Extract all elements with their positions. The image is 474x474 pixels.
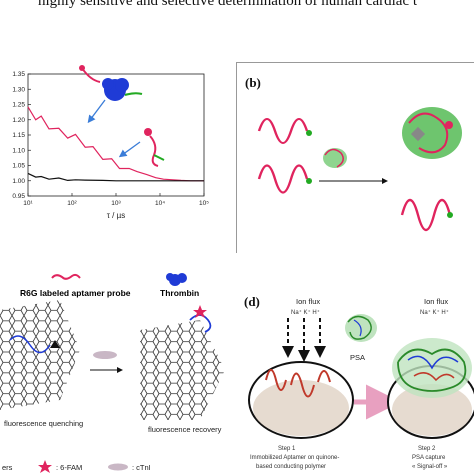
step1-line2: based conducting polymer	[256, 464, 326, 470]
panel-b: (b)	[236, 62, 474, 253]
y-tick-label: 0.95	[12, 193, 25, 200]
aptamer-wave-2	[257, 164, 309, 194]
aptamer-strand-d3	[317, 370, 331, 383]
panel-c: fluorescence quenching fluorescence reco…	[0, 300, 225, 473]
panel-d-label: (d)	[244, 294, 260, 309]
recovery-label: fluorescence recovery	[148, 425, 222, 434]
page-header-text: highly sensitive and selective determina…	[38, 0, 418, 9]
thrombin-icon-part	[166, 273, 174, 281]
electrode-2-surface	[392, 384, 472, 436]
ions-label-left: Na⁺ K⁺ H⁺	[291, 309, 320, 316]
ions-label-right: Na⁺ K⁺ H⁺	[420, 309, 449, 316]
ion-flux-label-left: Ion flux	[296, 297, 320, 306]
ctni-legend-icon	[108, 463, 128, 471]
aptamer-wave-3-end	[447, 212, 453, 218]
panel-d: (d) Ion flux Na⁺ K⁺ H⁺ PSA Ion flux Na⁺ …	[236, 290, 474, 474]
psa-label: PSA	[350, 353, 365, 362]
series-line-1	[27, 172, 204, 182]
panel-a-illustration	[79, 65, 165, 167]
aptamer-strand-d1	[265, 369, 287, 391]
x-tick-label: 10⁵	[199, 200, 209, 207]
thrombin-label: Thrombin	[160, 288, 199, 298]
x-axis-label: τ / µs	[107, 211, 125, 220]
panel-a-chart: 0.95 1.00 1.05 1.10 1.15 1.20 1.25 1.30 1.35 10¹ 1…	[12, 71, 209, 220]
thrombin-blob-part	[102, 78, 114, 90]
probe-icon	[51, 273, 81, 280]
probe-label: R6G labeled aptamer probe	[20, 288, 131, 298]
protein-complex	[402, 107, 462, 159]
aptamer-wave-1-end	[306, 130, 312, 136]
y-tick-label: 1.10	[12, 147, 25, 154]
x-tick-label: 10¹	[23, 200, 33, 207]
panel-b-label: (b)	[245, 75, 261, 90]
step2-line1: PSA capture	[412, 455, 446, 461]
fam-marker-quenched	[50, 340, 60, 348]
y-tick-label: 1.25	[12, 102, 25, 109]
y-tick-label: 1.05	[12, 163, 25, 170]
fam-legend-star-icon	[38, 460, 52, 473]
x-tick-label: 10³	[111, 200, 121, 207]
bound-aptamer	[9, 335, 51, 354]
fam-star-icon	[193, 305, 207, 318]
psa-captured	[392, 338, 472, 398]
x-tick-label: 10²	[67, 200, 77, 207]
step2-line2: « Signal-off »	[412, 464, 448, 470]
ctni-legend-label: : cTnI	[132, 463, 151, 472]
ion-flux-label-right: Ion flux	[424, 297, 448, 306]
graphene-sheet-right	[140, 320, 225, 420]
graphene-sheet-left	[0, 300, 80, 410]
step1-title: Step 1	[278, 446, 296, 452]
ctni-shape	[93, 351, 117, 359]
aptamer-wave-3	[400, 198, 452, 232]
r6g-dot	[79, 65, 85, 71]
released-aptamer	[189, 314, 212, 333]
psa-protein	[345, 314, 377, 342]
panel-a-legend: R6G labeled aptamer probe Thrombin	[20, 273, 199, 298]
electrode-1-surface	[253, 380, 349, 436]
aptamer-strand	[81, 67, 101, 83]
x-tick-label: 10⁴	[155, 200, 165, 207]
legend-prefix: ers	[2, 463, 13, 472]
y-tick-label: 1.00	[12, 178, 25, 185]
quenching-label: fluorescence quenching	[4, 419, 83, 428]
step1-line1: Immobilized Aptamer on quinone-	[250, 455, 339, 461]
linker-strand	[124, 92, 143, 96]
aptamer-wave-1	[257, 118, 309, 144]
free-aptamer-tail	[153, 154, 165, 161]
arrow-to-curve-2	[118, 141, 141, 158]
r6g-dot-free	[144, 128, 152, 136]
y-tick-label: 1.30	[12, 86, 25, 93]
free-aptamer	[149, 135, 159, 167]
aptamer-strand-d2	[290, 372, 315, 398]
y-tick-label: 1.15	[12, 132, 25, 139]
y-tick-label: 1.20	[12, 117, 25, 124]
thrombin-icon-part	[177, 273, 187, 283]
y-tick-label: 1.35	[12, 71, 25, 78]
series-line-0	[27, 106, 204, 182]
thrombin-blob-part	[115, 78, 129, 92]
protein-small	[323, 148, 347, 168]
fam-legend-label: : 6-FAM	[56, 463, 82, 472]
step2-title: Step 2	[418, 446, 436, 452]
arrow-to-curve	[87, 99, 106, 124]
aptamer-wave-2-end	[306, 178, 312, 184]
